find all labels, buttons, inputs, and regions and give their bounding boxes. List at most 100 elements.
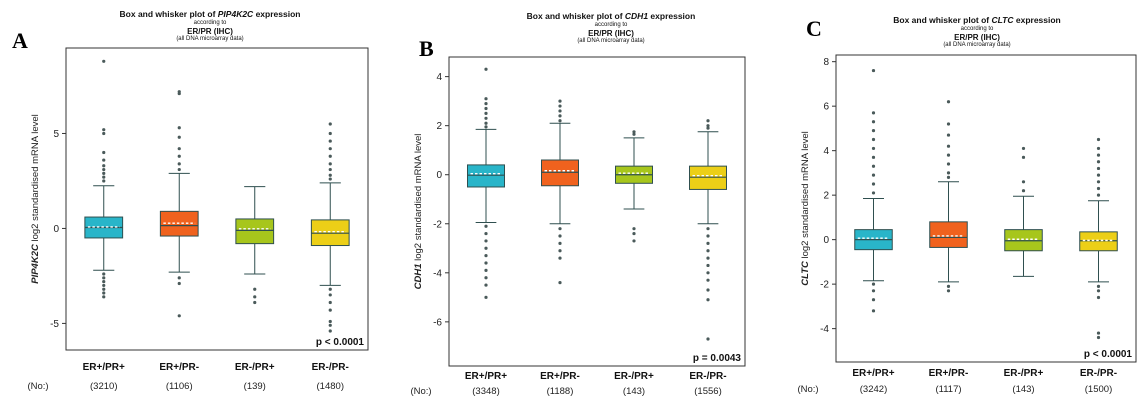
outlier-point [484, 268, 488, 272]
outlier-point [102, 179, 106, 183]
count-label: (1500) [1085, 384, 1112, 395]
grouping-label: ER/PR (IHC) [954, 32, 1000, 42]
panel-b: B Box and whisker plot of CDH1 expressio… [381, 0, 762, 397]
source-note: (all DNA microarray data) [176, 35, 244, 42]
outlier-point [946, 284, 951, 288]
y-axis-rest: log2 standardised mRNA level [800, 131, 811, 261]
y-tick-label: -2 [820, 280, 829, 291]
outlier-point [102, 283, 106, 288]
outlier-point [558, 281, 562, 285]
outlier-point [328, 131, 332, 136]
outlier-point [558, 109, 562, 113]
outlier-point [484, 283, 488, 287]
outlier-point [328, 122, 332, 126]
y-axis-label: CLTC log2 standardised mRNA level [800, 131, 811, 286]
grouping-label: ER/PR (IHC) [187, 26, 233, 36]
plot-frame [448, 56, 746, 367]
outlier-point [1096, 173, 1101, 177]
outlier-point [328, 139, 332, 143]
outlier-point [632, 130, 636, 134]
outlier-point [1096, 335, 1101, 340]
outlier-point [484, 111, 488, 116]
outlier-point [484, 295, 488, 299]
outlier-point [558, 249, 562, 253]
outlier-point [871, 164, 876, 168]
outlier-point [706, 227, 710, 231]
box-4 [310, 122, 350, 333]
outlier-point [946, 171, 951, 175]
category-label: ER+/PR+ [83, 362, 125, 373]
outlier-point [871, 137, 876, 142]
panel-c: C Box and whisker plot of CLTC expressio… [762, 0, 1143, 397]
outlier-point [484, 276, 488, 280]
count-label: (3348) [472, 386, 499, 397]
box-4 [1079, 137, 1118, 340]
category-label: ER+/PR- [929, 368, 969, 379]
outlier-point [102, 276, 106, 280]
outlier-point [484, 101, 488, 106]
chart-titles: Box and whisker plot of PIP4K2C expressi… [60, 9, 360, 43]
outlier-point [253, 287, 257, 291]
outlier-point [558, 234, 562, 238]
outlier-point [871, 146, 876, 151]
y-tick-label: -4 [820, 324, 829, 335]
outlier-point [632, 132, 636, 136]
outlier-point [1096, 289, 1101, 293]
outlier-point [558, 241, 562, 245]
outlier-point [871, 289, 876, 293]
outlier-point [706, 288, 710, 292]
box-2 [541, 99, 579, 285]
outlier-point [558, 227, 562, 231]
outlier-point [706, 298, 710, 302]
count-row-label: (No:) [410, 386, 431, 397]
outlier-point [1096, 137, 1101, 142]
count-row-label: (No:) [27, 381, 48, 392]
category-label: ER-/PR- [689, 371, 726, 382]
category-label: ER+/PR- [540, 371, 580, 382]
outlier-point [253, 300, 257, 305]
box-1 [84, 59, 124, 299]
count-label: (143) [623, 386, 645, 397]
outlier-point [328, 319, 332, 324]
y-axis-label: CDH1 log2 standardised mRNA level [413, 134, 424, 290]
outlier-point [177, 147, 181, 151]
box-plot-c: -4 -2 0 2 4 6 8 CLTC log2 standardised mRNA lev… [797, 54, 1137, 395]
count-label: (1188) [547, 386, 574, 397]
outlier-point [946, 144, 951, 148]
outlier-point [102, 158, 106, 162]
outlier-point [1096, 180, 1101, 184]
panel-a: A Box and whisker plot of PIP4K2C expres… [0, 0, 381, 397]
outlier-point [177, 154, 181, 158]
count-label: (1117) [935, 384, 961, 395]
category-label: ER-/PR+ [614, 371, 654, 382]
chart-title: Box and whisker plot of CDH1 expression [526, 11, 696, 21]
count-label: (1106) [166, 381, 193, 392]
outlier-point [706, 241, 710, 245]
outlier-point [484, 116, 488, 120]
box-3 [235, 186, 275, 305]
outlier-point [1021, 155, 1026, 159]
outlier-point [328, 300, 332, 305]
outlier-point [328, 329, 332, 333]
outlier-point [946, 133, 951, 137]
outlier-point [1096, 153, 1101, 157]
outlier-point [484, 224, 488, 228]
source-note: (all DNA microarray data) [577, 37, 645, 44]
p-value: p = 0.0043 [693, 353, 742, 364]
y-tick-label: 4 [823, 146, 829, 157]
outlier-point [946, 289, 951, 293]
outlier-point [871, 309, 876, 313]
outlier-point [177, 135, 181, 139]
outlier-point [632, 231, 636, 236]
outlier-point [328, 167, 332, 172]
outlier-point [177, 314, 181, 318]
count-label: (1480) [317, 381, 344, 392]
outlier-point [1096, 193, 1101, 197]
source-note: (all DNA microarray data) [943, 41, 1011, 48]
outlier-point [706, 249, 710, 253]
y-tick-label: 0 [436, 170, 442, 181]
outlier-point [871, 68, 876, 73]
category-label: ER+/PR+ [465, 371, 507, 382]
outlier-point [558, 256, 562, 260]
y-tick-label: -2 [433, 219, 442, 230]
